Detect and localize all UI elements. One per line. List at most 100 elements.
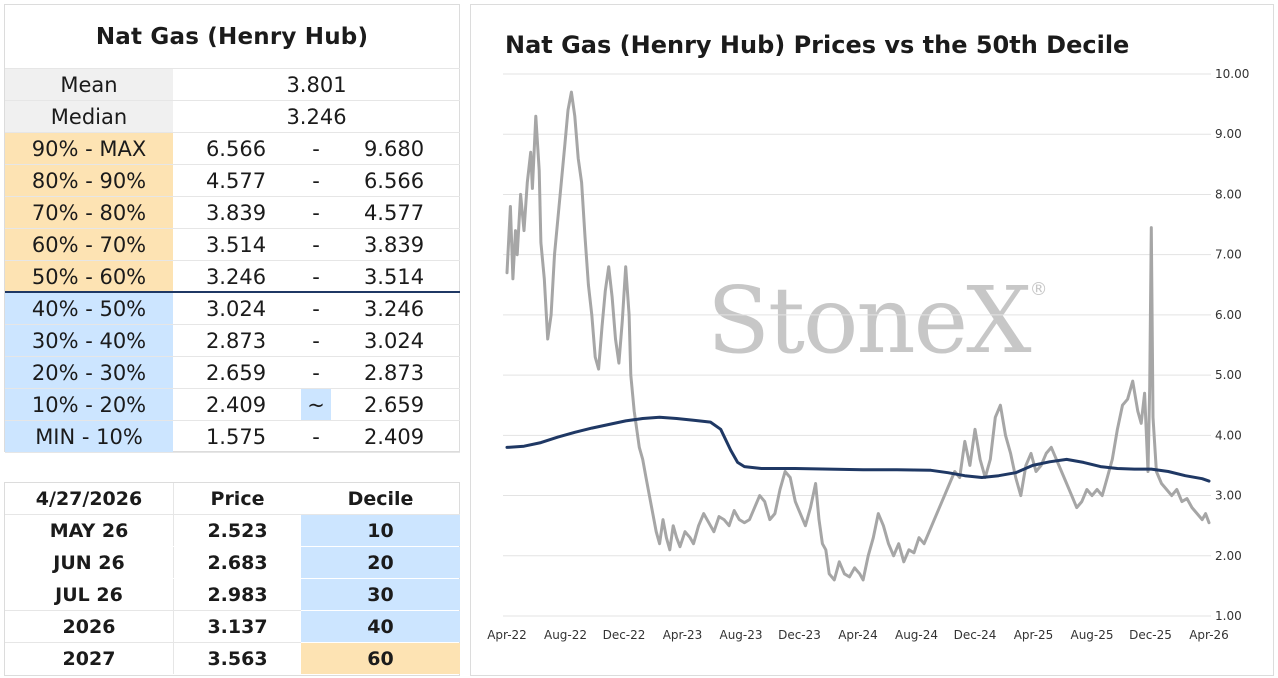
x-tick-label: Apr-25 (1014, 628, 1054, 642)
decile-separator: - (312, 424, 320, 449)
y-tick-label: 2.00 (1215, 549, 1242, 563)
y-tick-label: 9.00 (1215, 127, 1242, 141)
y-tick-label: 3.00 (1215, 489, 1242, 503)
y-tick-label: 8.00 (1215, 187, 1242, 201)
divider (5, 132, 460, 133)
y-tick-label: 6.00 (1215, 308, 1242, 322)
decile-label: 80% - 90% (5, 165, 173, 196)
decile-row: 30% - 40% 2.873 - 3.024 (5, 325, 460, 357)
decile-high: 9.680 (363, 136, 425, 161)
table-title: Nat Gas (Henry Hub) (95, 24, 369, 50)
decile-low: 2.409 (205, 392, 267, 417)
divider (5, 324, 460, 325)
decile-low: 3.246 (205, 264, 267, 289)
divider (5, 68, 460, 69)
median-row: Median 3.246 (5, 101, 460, 133)
contract-price: 2.983 (173, 579, 301, 610)
contract-row: 2027 3.563 60 (5, 643, 460, 675)
decile-high: 3.246 (363, 296, 425, 321)
decile-high: 3.514 (363, 264, 425, 289)
divider (5, 100, 460, 101)
decile-row: MIN - 10% 1.575 - 2.409 (5, 421, 460, 453)
divider (5, 260, 460, 261)
x-tick-label: Apr-23 (663, 628, 703, 642)
divider (5, 356, 460, 357)
contract-decile: 10 (301, 515, 460, 546)
chart-title: Nat Gas (Henry Hub) Prices vs the 50th D… (505, 31, 1130, 59)
chart-panel: StoneX® 1.00 2.00 3.00 4.00 5.00 6.00 7.00 8.00… (470, 4, 1274, 676)
y-tick-label: 1.00 (1215, 609, 1242, 623)
price-series-line (505, 90, 1211, 582)
decile-row: 40% - 50% 3.024 - 3.246 (5, 293, 460, 325)
contract-decile: 30 (301, 579, 460, 610)
contract-decile: 40 (301, 611, 460, 642)
decile-row: 80% - 90% 4.577 - 6.566 (5, 165, 460, 197)
mean-label: Mean (5, 69, 173, 100)
decile-separator: - (312, 360, 320, 385)
x-tick-label: Apr-24 (838, 628, 878, 642)
decile-high: 6.566 (363, 168, 425, 193)
decile-high: 4.577 (363, 200, 425, 225)
header-price: Price (173, 483, 301, 514)
decile-row: 10% - 20% 2.409 ~2.659 (5, 389, 460, 421)
decile-separator: - (312, 264, 320, 289)
contract-decile: 60 (301, 643, 460, 674)
decile-low: 3.839 (205, 200, 267, 225)
decile-label: 30% - 40% (5, 325, 173, 356)
median-divider (5, 291, 460, 293)
divider (5, 452, 460, 453)
decile-separator: - (312, 136, 320, 161)
divider (5, 514, 460, 515)
decile-row: 60% - 70% 3.514 - 3.839 (5, 229, 460, 261)
decile-label: 20% - 30% (5, 357, 173, 388)
decile-50th-series-line (505, 415, 1211, 483)
median-value: 3.246 (286, 104, 347, 129)
decile-separator: - (312, 200, 320, 225)
x-tick-label: Apr-22 (487, 628, 527, 642)
decile-label: 60% - 70% (5, 229, 173, 260)
decile-high: 2.409 (363, 424, 425, 449)
contract-price: 2.523 (173, 515, 301, 546)
contract-name: 2027 (62, 647, 116, 670)
x-tick-label: Dec-23 (778, 628, 821, 642)
decile-low: 2.659 (205, 360, 267, 385)
decile-label: 70% - 80% (5, 197, 173, 228)
contract-name: MAY 26 (49, 519, 129, 542)
contract-price: 3.137 (173, 611, 301, 642)
price-chart: 1.00 2.00 3.00 4.00 5.00 6.00 7.00 8.00 9.00 10.0… (487, 67, 1249, 642)
decile-separator: - (312, 232, 320, 257)
median-label: Median (5, 101, 173, 132)
divider (5, 228, 460, 229)
contract-decile: 20 (301, 547, 460, 578)
contract-row: JUN 26 2.683 20 (5, 547, 460, 579)
divider (5, 610, 301, 611)
contract-row: MAY 26 2.523 10 (5, 515, 460, 547)
divider (5, 388, 460, 389)
decile-separator: ~ (301, 389, 331, 420)
decile-low: 3.514 (205, 232, 267, 257)
x-tick-label: Dec-22 (603, 628, 646, 642)
decile-label: MIN - 10% (5, 421, 173, 452)
divider (5, 420, 460, 421)
decile-label: 90% - MAX (5, 133, 173, 164)
decile-separator: - (312, 328, 320, 353)
decile-high: 2.659 (363, 392, 425, 417)
y-tick-label: 7.00 (1215, 248, 1242, 262)
header-date: 4/27/2026 (35, 487, 143, 510)
x-tick-label: Dec-25 (1129, 628, 1172, 642)
decile-high: 3.024 (363, 328, 425, 353)
contract-price: 2.683 (173, 547, 301, 578)
y-tick-label: 10.00 (1215, 67, 1249, 81)
decile-row: 50% - 60% 3.246 - 3.514 (5, 261, 460, 293)
decile-low: 1.575 (205, 424, 267, 449)
y-tick-label: 5.00 (1215, 368, 1242, 382)
x-tick-label: Aug-22 (544, 628, 587, 642)
decile-low: 2.873 (205, 328, 267, 353)
x-tick-label: Apr-26 (1189, 628, 1229, 642)
decile-label: 50% - 60% (5, 261, 173, 292)
contract-name: JUL 26 (55, 583, 123, 606)
decile-low: 4.577 (205, 168, 267, 193)
decile-separator: - (312, 168, 320, 193)
decile-row: 70% - 80% 3.839 - 4.577 (5, 197, 460, 229)
y-tick-label: 4.00 (1215, 428, 1242, 442)
